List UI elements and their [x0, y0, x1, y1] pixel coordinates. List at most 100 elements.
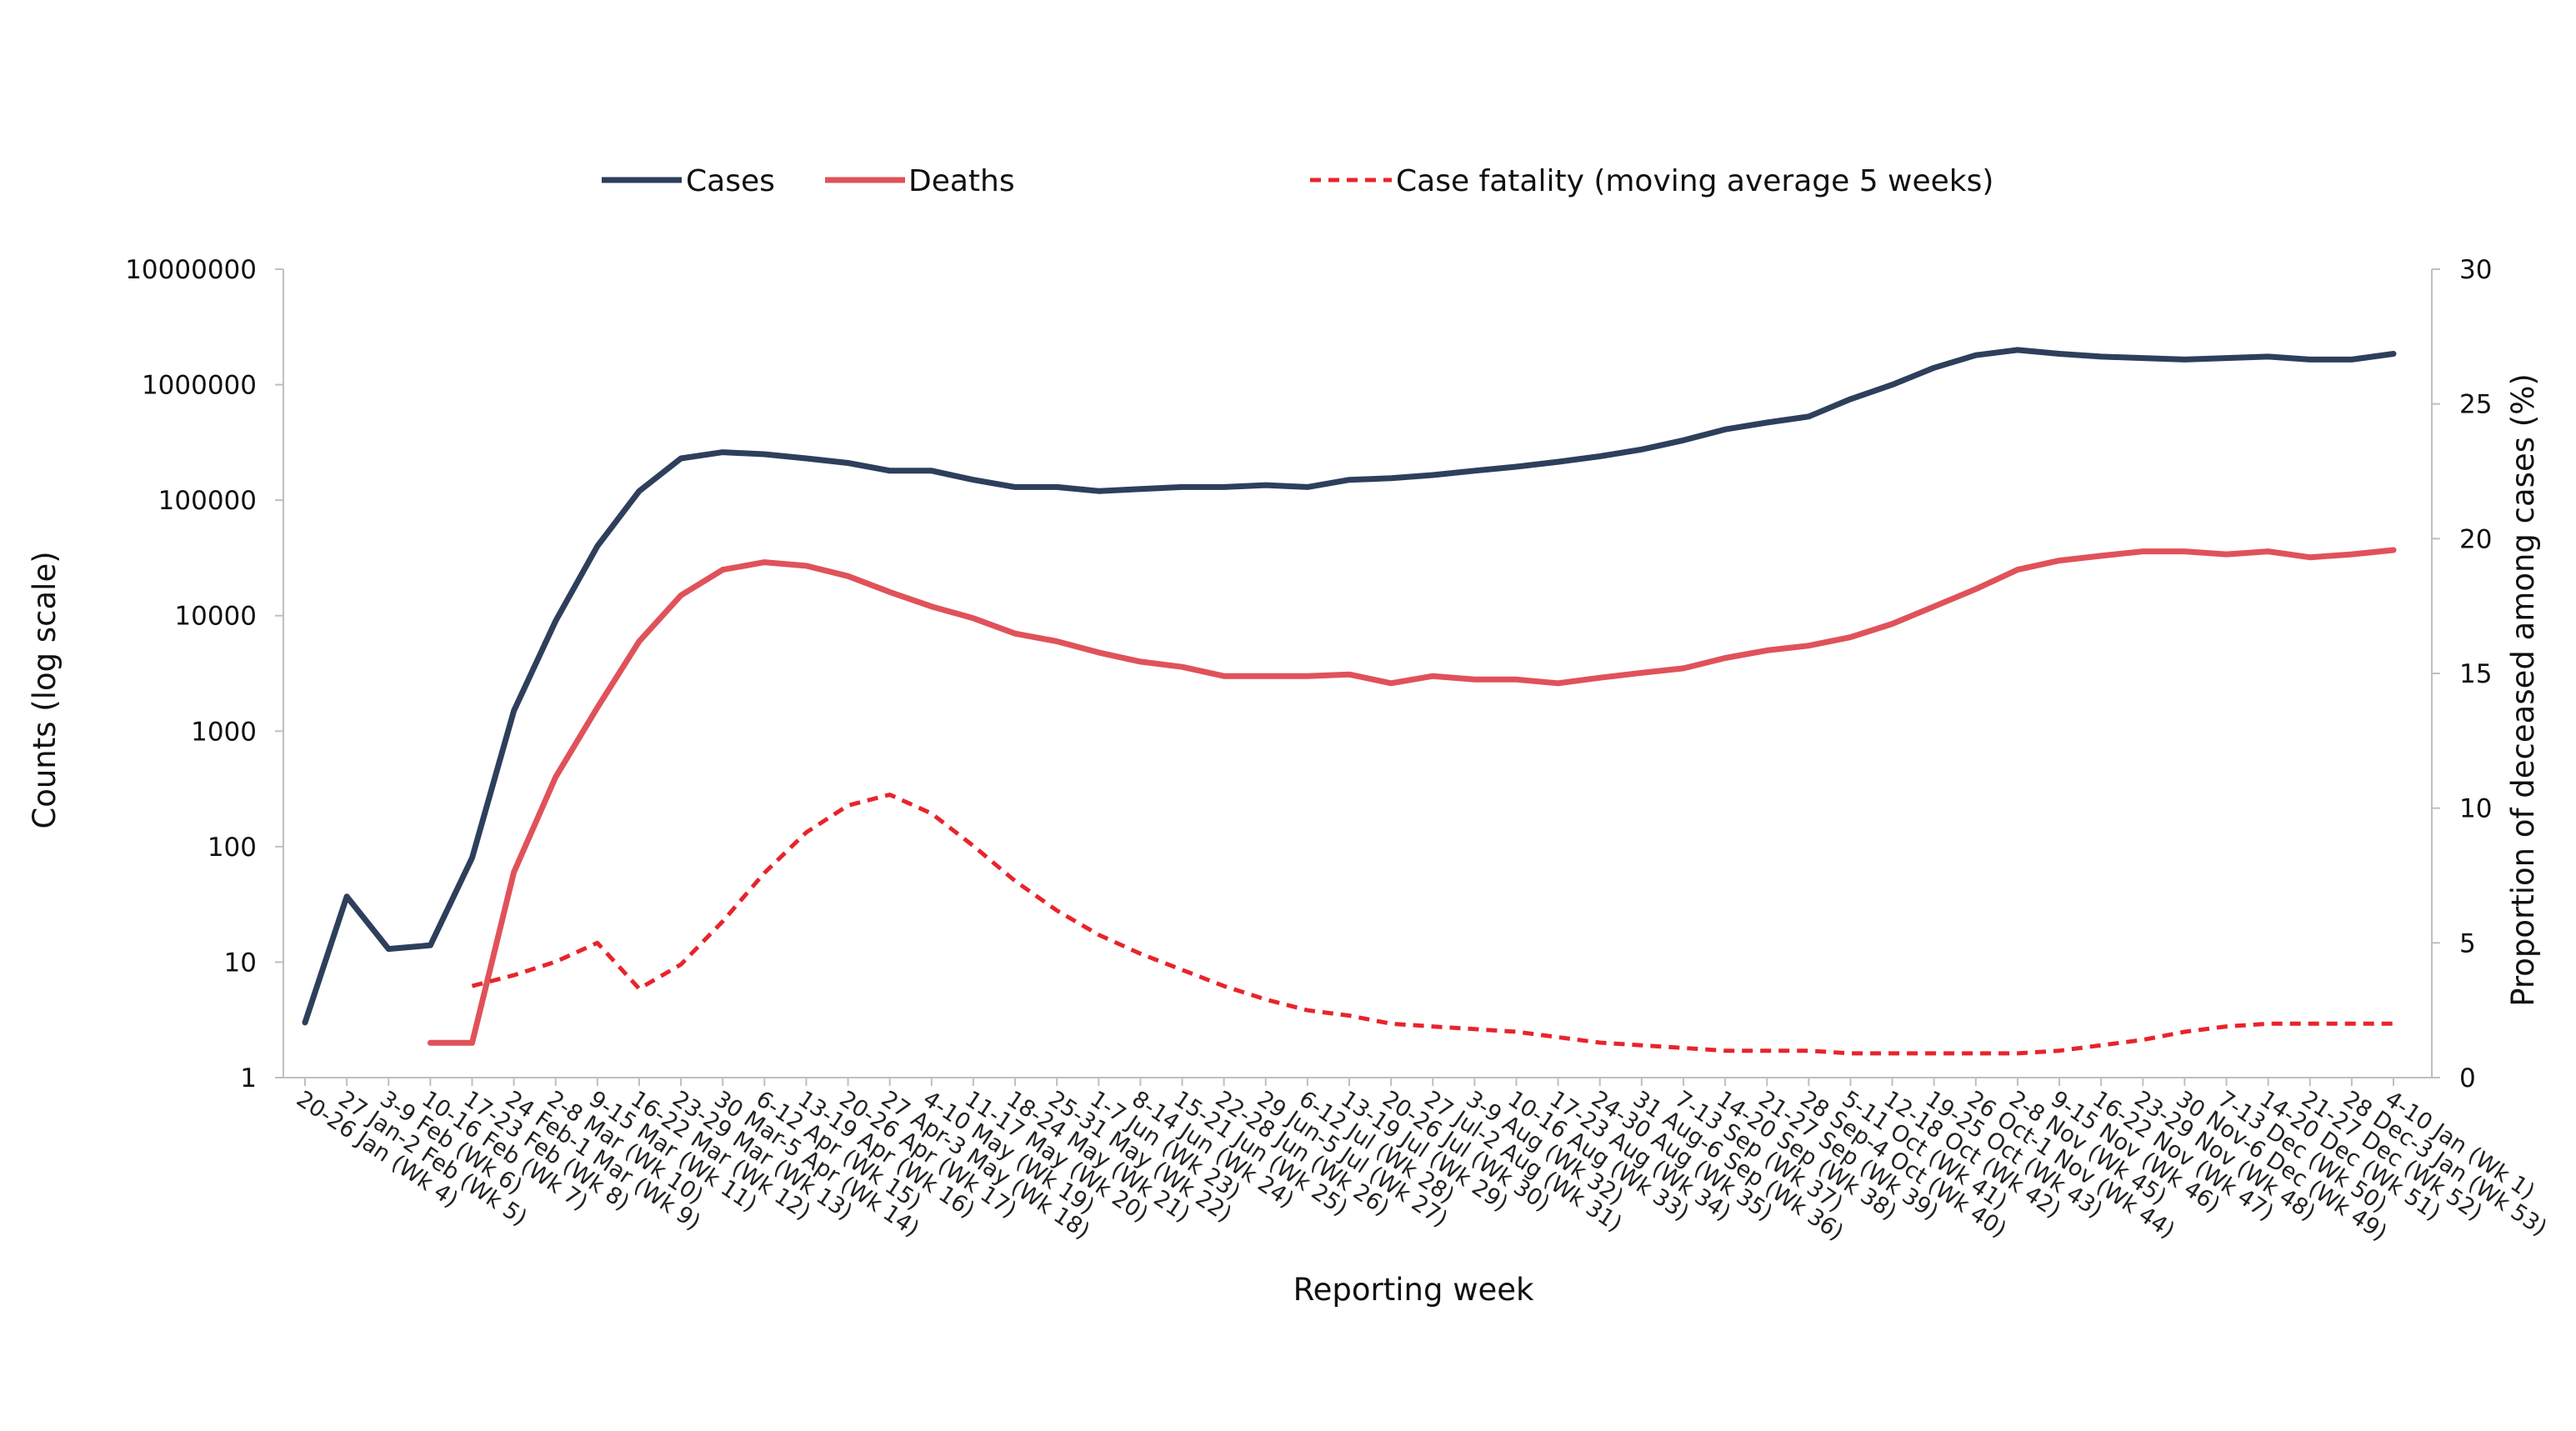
data-point-cases: [1222, 484, 1227, 489]
data-point-cases: [1973, 353, 1978, 358]
y-tick-label: 100000: [158, 486, 257, 516]
data-point-cases: [1180, 484, 1185, 489]
legend-label-deaths: Deaths: [908, 164, 1015, 198]
data-point-cases: [2224, 356, 2229, 361]
data-point-case-fatality-moving-average-5-weeks: [2057, 1048, 2062, 1053]
data-point-deaths: [1305, 673, 1310, 678]
data-point-case-fatality-moving-average-5-weeks: [2098, 1043, 2103, 1048]
data-point-deaths: [1723, 656, 1728, 661]
data-point-cases: [2140, 356, 2145, 361]
data-point-cases: [803, 456, 808, 461]
data-point-case-fatality-moving-average-5-weeks: [1096, 933, 1101, 938]
data-point-deaths: [1472, 677, 1477, 682]
data-point-case-fatality-moving-average-5-weeks: [888, 793, 893, 798]
data-point-case-fatality-moving-average-5-weeks: [1806, 1048, 1811, 1053]
data-point-case-fatality-moving-average-5-weeks: [971, 843, 976, 848]
y2-tick-label: 25: [2459, 390, 2492, 420]
y-tick-label: 10: [224, 948, 257, 978]
y-tick-label: 10000: [174, 602, 257, 632]
data-point-deaths: [929, 604, 934, 609]
data-point-deaths: [888, 589, 893, 594]
data-point-cases: [1764, 420, 1769, 425]
data-point-deaths: [470, 1040, 475, 1045]
series-line-case-fatality-moving-average-5-weeks: [471, 793, 2393, 1056]
data-point-deaths: [1013, 631, 1018, 636]
y2-tick-label: 0: [2459, 1063, 2476, 1093]
data-point-deaths: [1598, 675, 1603, 680]
data-point-cases: [1806, 414, 1811, 419]
data-point-deaths: [1388, 681, 1393, 686]
data-point-case-fatality-moving-average-5-weeks: [1764, 1048, 1769, 1053]
data-point-deaths: [512, 870, 517, 875]
right-axis-ticks: 0 5 10 15 20 25 30: [2432, 255, 2492, 1093]
data-point-deaths: [1347, 672, 1352, 677]
data-point-deaths: [637, 639, 642, 644]
data-point-deaths: [1932, 604, 1937, 609]
data-point-deaths: [1681, 666, 1686, 671]
data-point-case-fatality-moving-average-5-weeks: [720, 919, 725, 924]
data-point-case-fatality-moving-average-5-weeks: [1890, 1051, 1895, 1056]
data-point-deaths: [1096, 650, 1101, 655]
data-point-cases: [1932, 365, 1937, 370]
data-point-cases: [1388, 476, 1393, 481]
data-point-case-fatality-moving-average-5-weeks: [1514, 1029, 1519, 1034]
data-point-deaths: [971, 616, 976, 621]
data-point-case-fatality-moving-average-5-weeks: [1932, 1051, 1937, 1056]
data-point-cases: [929, 468, 934, 473]
data-point-cases: [888, 468, 893, 473]
data-point-deaths: [1054, 639, 1059, 644]
data-point-case-fatality-moving-average-5-weeks: [1556, 1035, 1561, 1040]
y2-tick-label: 10: [2459, 794, 2492, 824]
data-point-deaths: [1806, 643, 1811, 648]
data-point-case-fatality-moving-average-5-weeks: [637, 986, 642, 991]
data-point-case-fatality-moving-average-5-weeks: [1347, 1013, 1352, 1018]
data-point-deaths: [1263, 673, 1268, 678]
data-point-cases: [386, 947, 391, 952]
data-point-case-fatality-moving-average-5-weeks: [1848, 1051, 1853, 1056]
y-tick-label: 1: [240, 1063, 257, 1093]
y2-tick-label: 20: [2459, 524, 2492, 554]
legend: Cases Deaths Case fatality (moving avera…: [602, 164, 1993, 198]
data-point-case-fatality-moving-average-5-weeks: [1472, 1027, 1477, 1032]
data-point-deaths: [2266, 549, 2271, 554]
data-point-cases: [2391, 352, 2396, 357]
data-point-case-fatality-moving-average-5-weeks: [1054, 908, 1059, 913]
data-point-deaths: [595, 705, 600, 710]
data-point-deaths: [1514, 677, 1519, 682]
data-point-case-fatality-moving-average-5-weeks: [1138, 951, 1143, 956]
data-point-case-fatality-moving-average-5-weeks: [2308, 1021, 2313, 1026]
data-point-cases: [2308, 357, 2313, 362]
data-point-cases: [2015, 348, 2020, 353]
data-point-deaths: [2224, 552, 2229, 557]
data-point-cases: [1723, 427, 1728, 432]
data-point-deaths: [1639, 670, 1644, 675]
data-point-cases: [428, 943, 433, 948]
data-point-deaths: [1180, 664, 1185, 669]
y-tick-label: 1000000: [142, 371, 257, 401]
data-point-deaths: [2349, 552, 2354, 557]
data-point-case-fatality-moving-average-5-weeks: [1263, 997, 1268, 1002]
data-point-cases: [1263, 483, 1268, 488]
x-axis-title: Reporting week: [1293, 1272, 1534, 1308]
data-point-case-fatality-moving-average-5-weeks: [1598, 1040, 1603, 1045]
y-axis-title: Counts (log scale): [27, 551, 63, 828]
data-point-deaths: [553, 774, 558, 779]
y-tick-label: 1000: [191, 717, 257, 747]
data-point-deaths: [1430, 673, 1435, 678]
data-point-cases: [553, 618, 558, 623]
data-point-cases: [1430, 473, 1435, 478]
y-tick-label: 100: [208, 833, 257, 863]
data-point-case-fatality-moving-average-5-weeks: [512, 973, 517, 978]
data-point-cases: [1890, 383, 1895, 388]
data-point-case-fatality-moving-average-5-weeks: [595, 940, 600, 945]
data-point-case-fatality-moving-average-5-weeks: [1639, 1043, 1644, 1048]
data-point-case-fatality-moving-average-5-weeks: [2391, 1021, 2396, 1026]
data-point-case-fatality-moving-average-5-weeks: [2266, 1021, 2271, 1026]
data-point-cases: [1598, 454, 1603, 459]
data-point-cases: [1639, 447, 1644, 452]
data-point-deaths: [1890, 622, 1895, 627]
data-point-cases: [2057, 352, 2062, 357]
data-point-deaths: [803, 563, 808, 568]
